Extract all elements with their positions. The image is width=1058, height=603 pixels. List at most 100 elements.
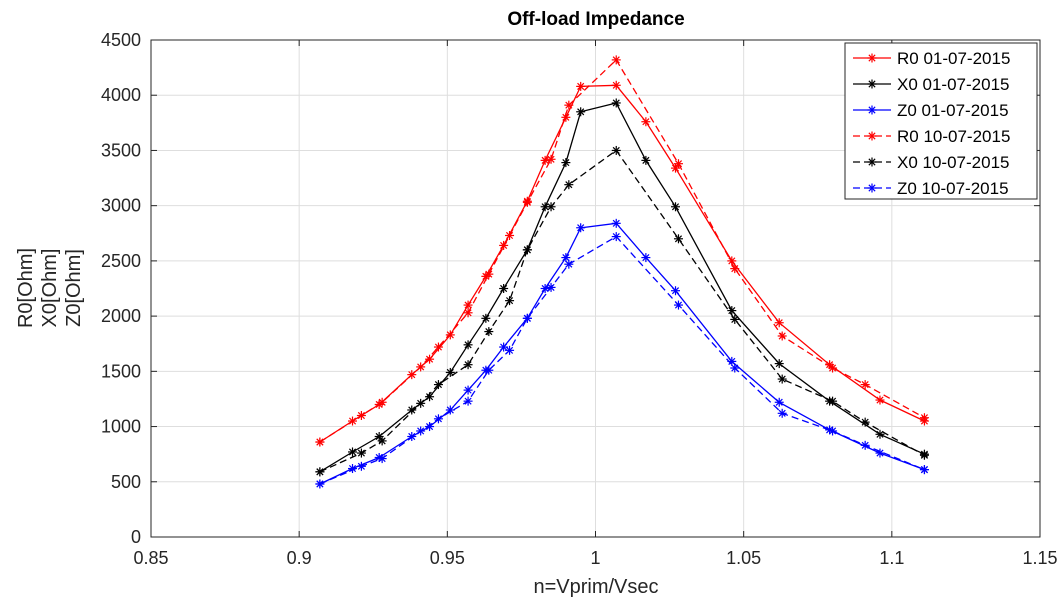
y-tick-label: 2000: [101, 306, 141, 326]
data-point: [377, 454, 387, 464]
data-point: [505, 345, 515, 355]
data-point: [774, 397, 784, 407]
data-point: [919, 465, 929, 475]
legend-marker: [867, 53, 877, 63]
data-point: [348, 447, 358, 457]
legend-item: Z0 10-07-2015: [853, 179, 1009, 198]
y-tick-label: 3000: [101, 196, 141, 216]
data-point: [522, 313, 532, 323]
data-point: [611, 55, 621, 65]
data-point: [416, 398, 426, 408]
data-point: [546, 202, 556, 212]
x-axis-title: n=Vprim/Vsec: [533, 576, 658, 598]
y-tick-label: 4500: [101, 30, 141, 50]
legend-item: X0 10-07-2015: [853, 153, 1009, 172]
y-tick-label: 4000: [101, 85, 141, 105]
data-point: [522, 245, 532, 255]
legend-item: R0 01-07-2015: [853, 49, 1010, 68]
legend-marker: [867, 183, 877, 193]
data-point: [416, 362, 426, 372]
data-point: [828, 426, 838, 436]
data-point: [433, 380, 443, 390]
data-point: [777, 331, 787, 341]
data-point: [377, 436, 387, 446]
data-point: [356, 448, 366, 458]
series-3: [315, 55, 929, 447]
data-point: [561, 158, 571, 168]
tick-labels: 0.85 0.9 0.95 1 1.05 1.1 1.15 0 500 1000 1500 2000 2…: [101, 30, 1058, 568]
y-axis-title-line-1: R0[Ohm]: [15, 248, 37, 328]
data-point: [564, 100, 574, 110]
data-point: [777, 374, 787, 384]
data-point: [540, 155, 550, 165]
legend-box: [844, 42, 1038, 200]
y-axis-title-line-3: Z0[Ohm]: [63, 249, 85, 327]
y-tick-label: 500: [111, 472, 141, 492]
data-point: [463, 340, 473, 350]
data-point: [315, 437, 325, 447]
data-point: [505, 230, 515, 240]
data-point: [860, 440, 870, 450]
data-point: [484, 269, 494, 279]
data-point: [564, 259, 574, 269]
data-point: [540, 284, 550, 293]
series-line: [319, 235, 925, 485]
data-point: [671, 202, 681, 212]
data-point: [641, 253, 651, 263]
y-axis-title-line-2: X0[Ohm]: [39, 249, 61, 328]
data-point: [730, 314, 740, 324]
y-axis-title: R0[Ohm] X0[Ohm] Z0[Ohm]: [15, 248, 85, 328]
data-point: [505, 296, 515, 306]
data-point: [564, 180, 574, 190]
data-point: [611, 218, 621, 228]
x-tick-label: 1.15: [1022, 548, 1057, 568]
x-tick-label: 0.9: [287, 548, 312, 568]
data-point: [641, 155, 651, 165]
x-tick-label: 0.95: [430, 548, 465, 568]
data-point: [356, 411, 366, 421]
y-tick-label: 1500: [101, 361, 141, 381]
data-point: [546, 282, 556, 292]
series-5: [315, 232, 929, 489]
chart-title: Off-load Impedance: [507, 9, 684, 30]
data-point: [484, 327, 494, 337]
data-point: [463, 385, 473, 395]
x-tick-label: 1.05: [726, 548, 761, 568]
data-point: [463, 300, 473, 310]
series-line: [319, 58, 925, 443]
data-point: [611, 98, 621, 108]
legend-label: Z0 10-07-2015: [897, 179, 1009, 198]
legend-marker: [867, 79, 877, 89]
data-point: [499, 284, 509, 293]
data-point: [919, 450, 929, 460]
data-point: [611, 80, 621, 90]
data-point: [433, 414, 443, 424]
data-point: [919, 413, 929, 423]
data-point: [425, 354, 435, 364]
data-point: [546, 154, 556, 164]
data-point: [499, 342, 509, 352]
data-point: [673, 300, 683, 310]
data-point: [641, 117, 651, 127]
legend-label: Z0 01-07-2015: [897, 101, 1009, 120]
data-point: [611, 232, 621, 242]
data-point: [777, 408, 787, 418]
legend-marker: [867, 131, 877, 141]
data-point: [463, 360, 473, 370]
data-point: [315, 467, 325, 477]
y-tick-label: 0: [131, 527, 141, 547]
data-point: [445, 405, 455, 415]
data-point: [481, 313, 491, 323]
data-point: [673, 159, 683, 169]
data-point: [875, 395, 885, 405]
data-point: [828, 396, 838, 406]
data-point: [774, 359, 784, 369]
series-layer: [315, 55, 929, 489]
legend-label: X0 01-07-2015: [897, 75, 1009, 94]
data-point: [433, 342, 443, 352]
data-point: [828, 363, 838, 373]
y-tick-label: 1000: [101, 417, 141, 437]
legend-label: X0 10-07-2015: [897, 153, 1009, 172]
legend-item: X0 01-07-2015: [853, 75, 1009, 94]
